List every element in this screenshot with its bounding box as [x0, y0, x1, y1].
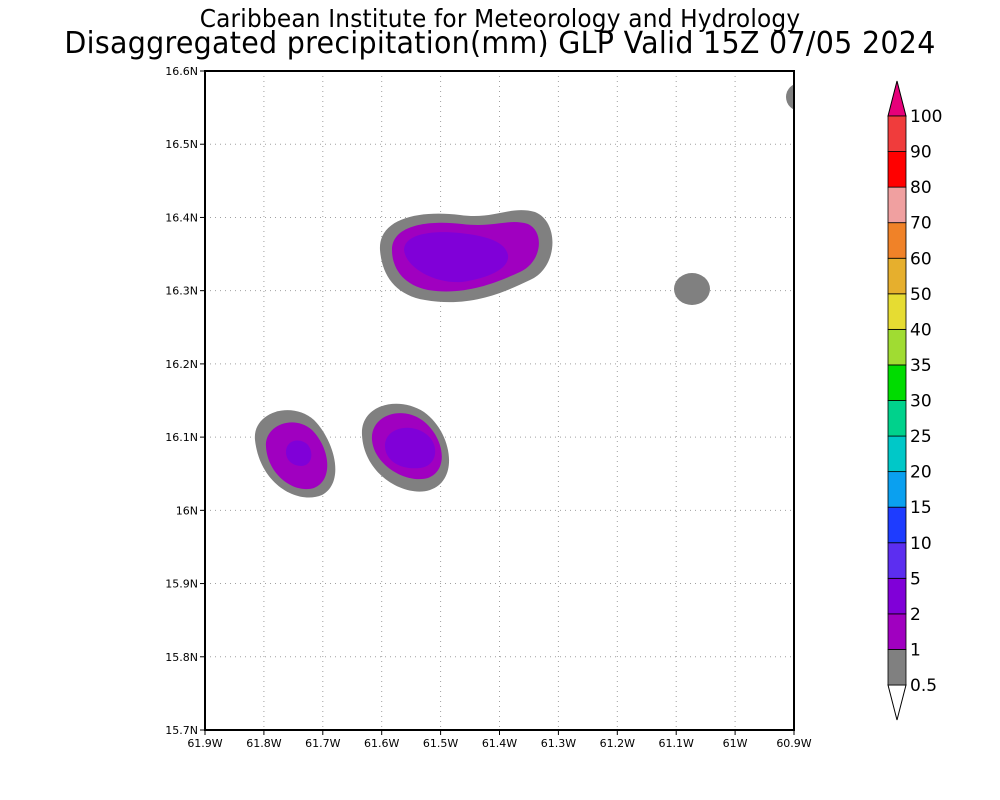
y-tick-label: 16.5N [165, 138, 198, 151]
y-tick-label: 16.1N [165, 431, 198, 444]
y-tick-label: 15.9N [165, 578, 198, 591]
colorbar-level-label: 40 [910, 320, 932, 340]
colorbar-segment [887, 186, 907, 224]
colorbar-segment [887, 328, 907, 366]
y-tick-label: 16.2N [165, 358, 198, 371]
colorbar-segment [887, 400, 907, 437]
y-tick-label: 16.4N [165, 211, 198, 224]
colorbar-level-label: 10 [910, 534, 932, 554]
precip-cell-east-small [674, 273, 710, 305]
colorbar-level-label: 35 [910, 356, 932, 376]
colorbar-level-label: 0.5 [910, 676, 937, 696]
map-background [205, 71, 794, 730]
colorbar-level-label: 90 [910, 143, 932, 163]
colorbar-level-label: 5 [910, 569, 921, 589]
precip-cell-northern [379, 210, 553, 303]
colorbar-segment [887, 293, 907, 330]
colorbar-segment [887, 115, 907, 152]
colorbar-segment [887, 435, 907, 473]
x-tick-label: 61.2W [600, 737, 635, 750]
colorbar-high-arrow [887, 80, 907, 117]
longitude-axis: 61.9W 61.8W 61.7W 61.6W 61.5W 61.4W 61.3W 61.2W… [187, 730, 812, 750]
x-tick-label: 61.6W [364, 737, 399, 750]
x-tick-label: 61.3W [541, 737, 576, 750]
colorbar-segment [887, 506, 907, 544]
colorbar-level-label: 70 [910, 214, 932, 234]
x-tick-label: 61.4W [482, 737, 517, 750]
colorbar-segment [887, 471, 907, 508]
colorbar-segment [887, 542, 907, 579]
y-tick-label: 15.7N [165, 724, 198, 737]
colorbar-level-label: 80 [910, 178, 932, 198]
y-tick-label: 16.6N [165, 65, 198, 78]
precip-cell-south-central [361, 403, 450, 492]
chart-title-line2: Disaggregated precipitation(mm) GLP Vali… [64, 26, 936, 61]
colorbar-level-label: 2 [910, 605, 921, 625]
x-tick-label: 61.9W [187, 737, 222, 750]
x-tick-label: 60.9W [776, 737, 811, 750]
colorbar-segment [887, 649, 907, 686]
x-tick-label: 61.7W [305, 737, 340, 750]
colorbar-low-arrow [887, 684, 907, 721]
latitude-axis: 15.7N 15.8N 15.9N 16N 16.1N 16.2N 16.3N 16.4N 16… [165, 65, 205, 737]
colorbar-segment [887, 364, 907, 401]
colorbar-level-label: 60 [910, 249, 932, 269]
x-tick-label: 61.8W [246, 737, 281, 750]
colorbar-level-label: 30 [910, 392, 932, 412]
colorbar-level-label: 1 [910, 640, 921, 660]
y-tick-label: 15.8N [165, 651, 198, 664]
y-tick-label: 16N [176, 504, 198, 517]
precip-field [254, 84, 794, 498]
colorbar-segment [887, 257, 907, 295]
x-tick-label: 61.1W [659, 737, 694, 750]
precip-cell-northeast-edge [786, 84, 794, 110]
chart-title-line1: Caribbean Institute for Meteorology and … [199, 4, 801, 33]
colorbar-level-label: 50 [910, 285, 932, 305]
colorbar-segment [887, 577, 907, 615]
colorbar-level-label: 15 [910, 498, 932, 518]
colorbar-segment [887, 222, 907, 259]
colorbar-level-label: 100 [910, 107, 942, 127]
x-tick-label: 61.5W [423, 737, 458, 750]
colorbar-level-label: 25 [910, 427, 932, 447]
y-tick-label: 16.3N [165, 285, 198, 298]
colorbar-segment [887, 151, 907, 188]
x-tick-label: 61W [723, 737, 748, 750]
colorbar-segment [887, 613, 907, 650]
colorbar-level-label: 20 [910, 463, 932, 483]
precip-cell-southwest [254, 410, 336, 498]
